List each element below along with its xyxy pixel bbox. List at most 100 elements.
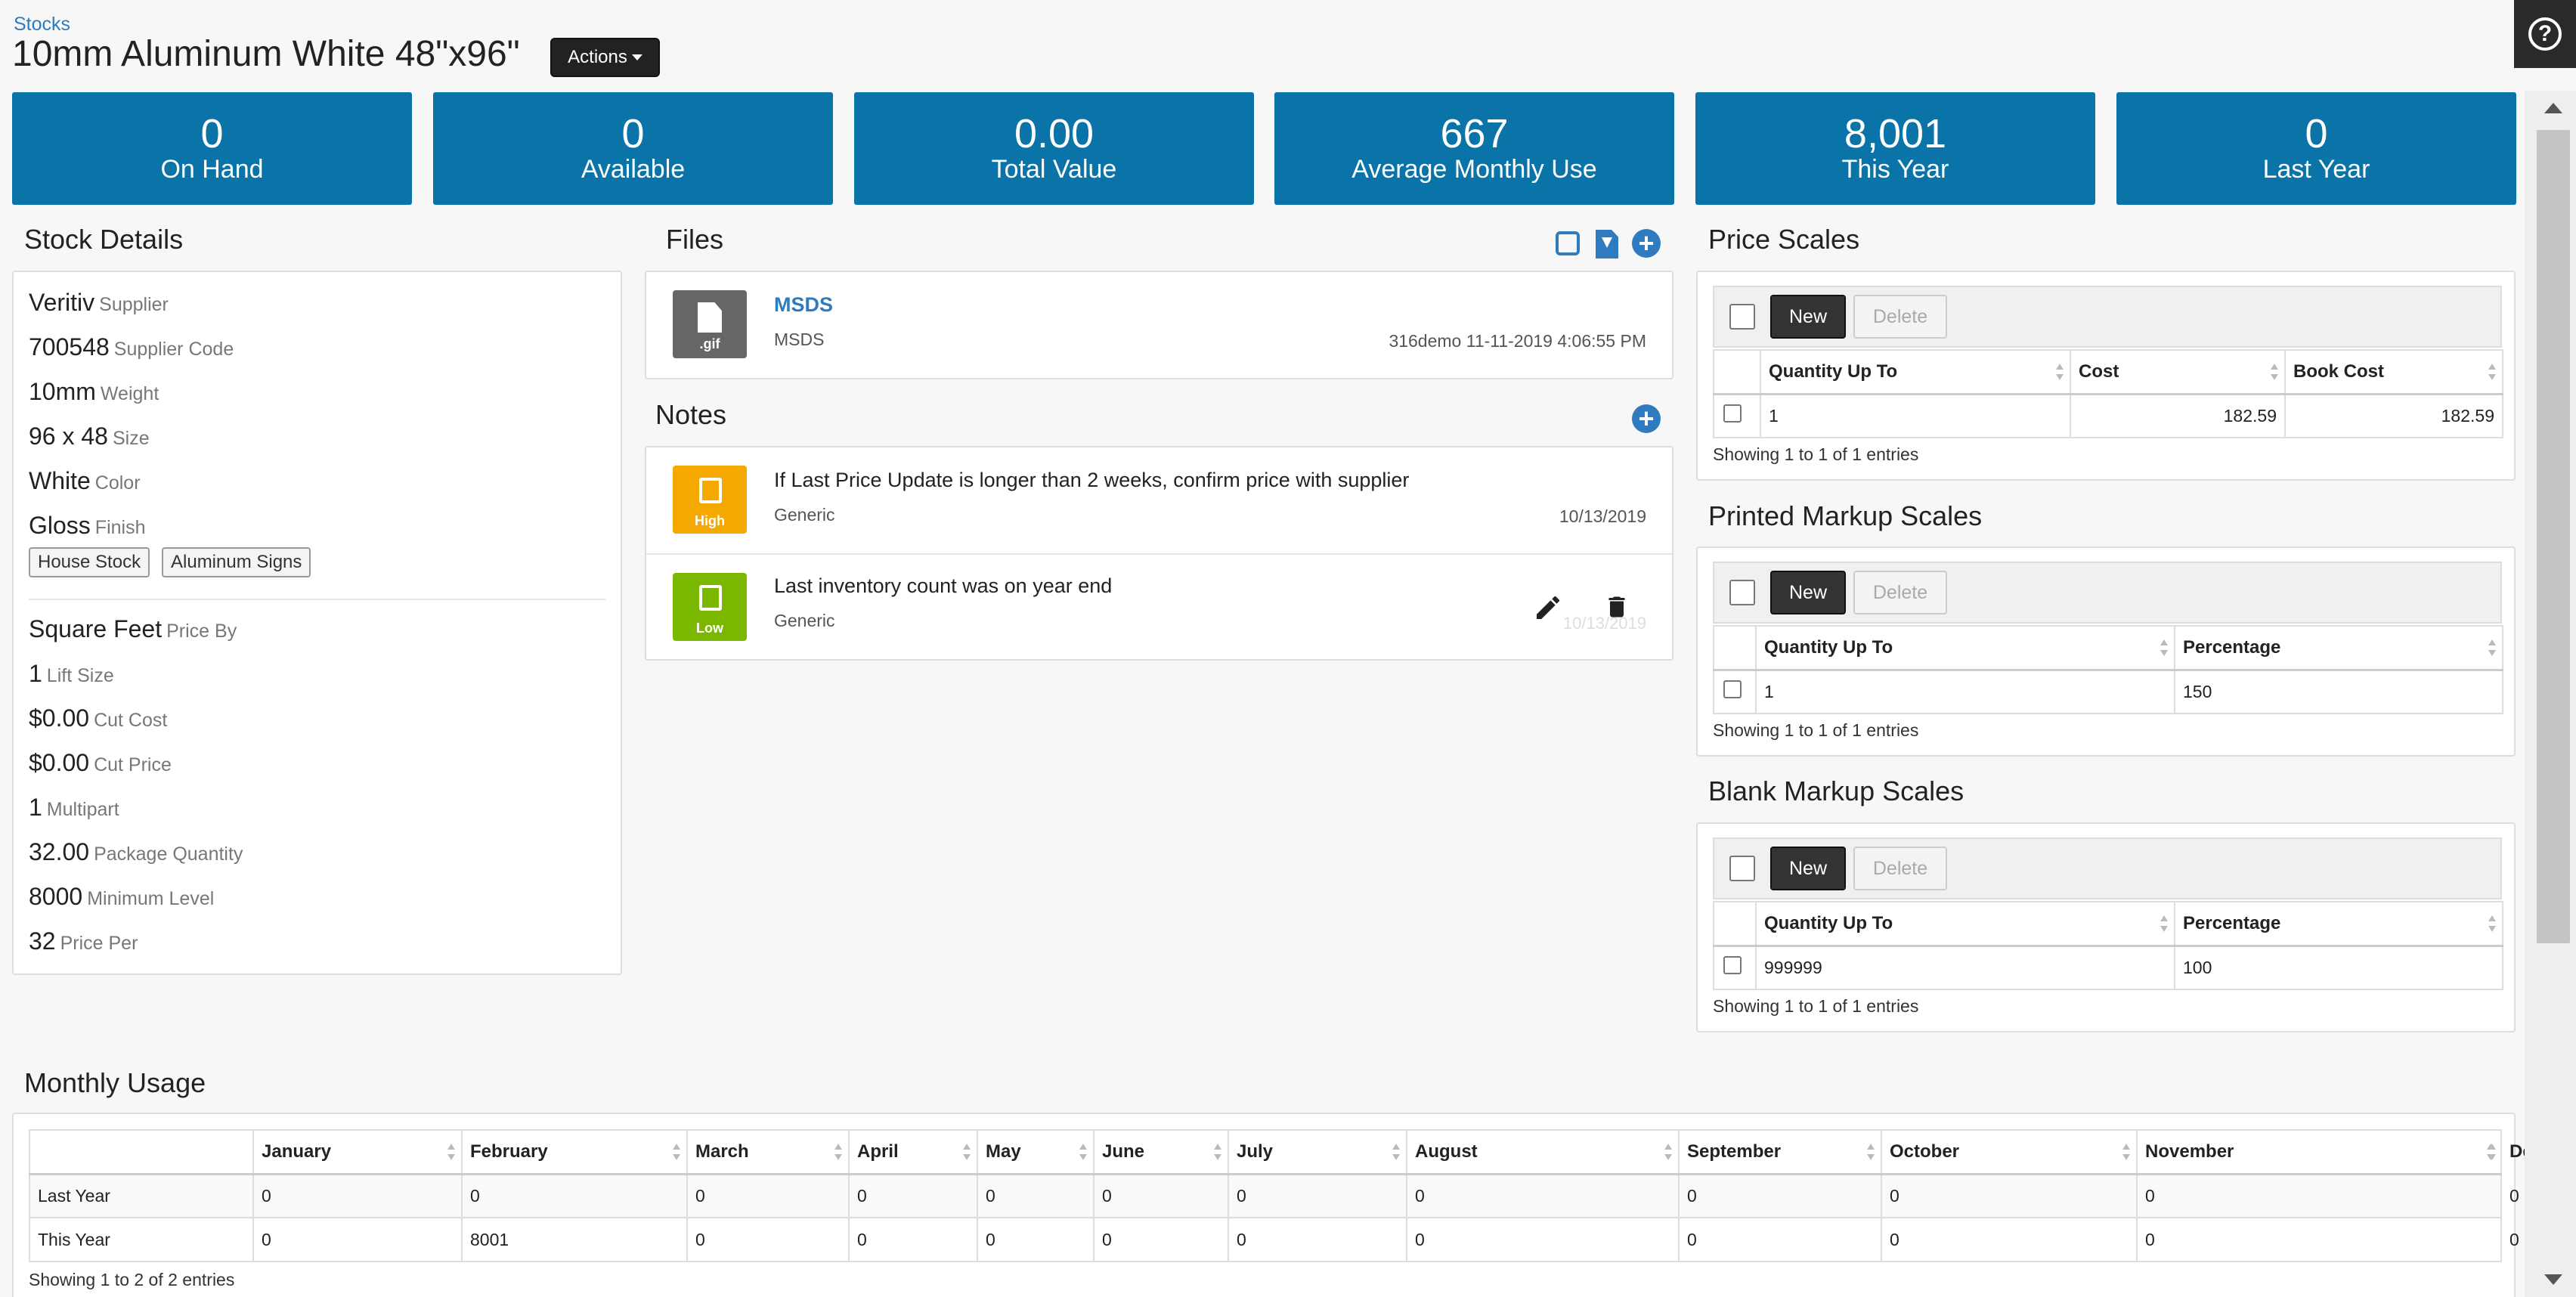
column-header-percentage[interactable]: Percentage (2174, 901, 2503, 947)
select-all-files-icon[interactable] (1556, 231, 1580, 255)
note-item[interactable]: High If Last Price Update is longer than… (646, 447, 1672, 555)
stat-value: 0.00 (1014, 111, 1094, 157)
column-header-cost[interactable]: Cost (2070, 349, 2286, 395)
row-checkbox[interactable] (1723, 404, 1742, 423)
column-label: Percentage (2183, 636, 2281, 658)
file-description: MSDS (774, 330, 825, 349)
stat-label: Available (581, 155, 686, 184)
breadcrumb-stocks[interactable]: Stocks (14, 14, 71, 35)
column-header-august[interactable]: August (1406, 1129, 1680, 1175)
delete-blank-markup-button[interactable]: Delete (1853, 847, 1947, 890)
column-header-quantity[interactable]: Quantity Up To (1760, 349, 2071, 395)
delete-printed-markup-button[interactable]: Delete (1853, 571, 1947, 614)
note-level: Low (696, 621, 723, 636)
delete-price-scale-button[interactable]: Delete (1853, 295, 1947, 339)
cell: 0 (977, 1173, 1094, 1218)
file-link-msds[interactable]: MSDS (774, 293, 834, 316)
edit-pencil-icon[interactable] (1533, 593, 1563, 623)
column-header-october[interactable]: October (1881, 1129, 2138, 1175)
column-header-quantity[interactable]: Quantity Up To (1755, 625, 2175, 671)
sort-icon (673, 1143, 680, 1160)
delete-trash-icon[interactable] (1603, 591, 1630, 623)
column-header-select (1713, 901, 1757, 947)
new-price-scale-button[interactable]: New (1770, 295, 1846, 339)
actions-button[interactable]: Actions (550, 38, 660, 77)
cell-book-cost: 182.59 (2284, 393, 2503, 438)
column-header-february[interactable]: February (461, 1129, 688, 1175)
detail-value: White (29, 467, 91, 494)
table-row[interactable]: 999999 100 (1713, 945, 2503, 990)
files-title: Files (666, 224, 724, 255)
printed-markup-title: Printed Markup Scales (1708, 500, 1983, 531)
price-scales-title: Price Scales (1708, 224, 1860, 255)
select-all-checkbox[interactable] (1729, 856, 1755, 881)
caret-down-icon (631, 54, 642, 60)
column-label: Percentage (2183, 912, 2281, 933)
detail-label: Package Quantity (94, 844, 243, 865)
stat-total-value: 0.00 Total Value (854, 92, 1254, 205)
column-label: November (2145, 1141, 2234, 1162)
sort-icon (2056, 363, 2064, 380)
row-select-cell (1713, 393, 1761, 438)
scrollbar-thumb[interactable] (2537, 130, 2570, 943)
sort-icon (2160, 639, 2168, 656)
column-header-percentage[interactable]: Percentage (2174, 625, 2503, 671)
table-row[interactable]: 1 182.59 182.59 (1713, 393, 2503, 438)
tag-house-stock[interactable]: House Stock (29, 547, 150, 577)
note-item[interactable]: Low Last inventory count was on year end… (646, 555, 1672, 661)
select-all-checkbox[interactable] (1729, 580, 1755, 605)
monthly-usage-panel: January February March April May June Ju… (12, 1113, 2576, 1297)
column-header-april[interactable]: April (848, 1129, 978, 1175)
cell: This Year (29, 1217, 254, 1262)
help-button[interactable]: ? (2514, 0, 2576, 68)
blank-markup-panel: New Delete Quantity Up To Percentage 999… (1696, 822, 2516, 1032)
add-note-icon[interactable]: + (1632, 404, 1661, 433)
cell: 0 (686, 1173, 850, 1218)
column-header-book-cost[interactable]: Book Cost (2284, 349, 2503, 395)
column-header-september[interactable]: September (1678, 1129, 1882, 1175)
note-level: High (695, 513, 725, 528)
cell: 0 (1228, 1217, 1407, 1262)
note-date: 10/13/2019 (1562, 614, 1646, 633)
new-blank-markup-button[interactable]: New (1770, 847, 1846, 890)
select-all-checkbox[interactable] (1729, 304, 1755, 330)
column-header-january[interactable]: January (252, 1129, 463, 1175)
sort-icon (2488, 915, 2496, 932)
scroll-up-icon[interactable] (2544, 103, 2562, 113)
detail-finish: Gloss Finish (29, 512, 145, 540)
detail-label: Cut Cost (94, 710, 168, 731)
detail-value: $0.00 (29, 749, 90, 776)
price-scales-table: Quantity Up To Cost Book Cost 1 182.59 1… (1713, 349, 2503, 438)
sort-icon (2488, 363, 2496, 380)
column-header-may[interactable]: May (977, 1129, 1094, 1175)
column-header-june[interactable]: June (1093, 1129, 1229, 1175)
column-header-november[interactable]: November (2136, 1129, 2502, 1175)
stat-label: Average Monthly Use (1351, 155, 1597, 184)
row-checkbox[interactable] (1723, 679, 1742, 698)
row-checkbox[interactable] (1723, 955, 1742, 974)
detail-package-quantity: 32.00 Package Quantity (29, 838, 243, 866)
cell: 0 (1881, 1173, 2138, 1218)
file-item[interactable]: .gif MSDS MSDS 316demo 11-11-2019 4:06:5… (645, 271, 1673, 379)
column-label: March (695, 1141, 749, 1162)
printed-markup-showing: Showing 1 to 1 of 1 entries (1713, 720, 1919, 740)
sort-icon (1664, 1143, 1672, 1160)
column-header-march[interactable]: March (686, 1129, 850, 1175)
price-scales-toolbar: New Delete (1713, 286, 2502, 348)
download-icon[interactable] (1596, 230, 1618, 258)
table-row[interactable]: 1 150 (1713, 669, 2503, 714)
add-file-icon[interactable]: + (1632, 229, 1661, 258)
new-printed-markup-button[interactable]: New (1770, 571, 1846, 614)
column-label: Quantity Up To (1769, 361, 1898, 382)
scroll-down-icon[interactable] (2544, 1274, 2562, 1285)
cell-quantity: 1 (1755, 669, 2175, 714)
tag-aluminum-signs[interactable]: Aluminum Signs (162, 547, 311, 577)
cell: 0 (686, 1217, 850, 1262)
cell: 0 (1881, 1217, 2138, 1262)
detail-value: 32 (29, 927, 56, 955)
sort-icon (2122, 1143, 2130, 1160)
column-header-july[interactable]: July (1228, 1129, 1407, 1175)
column-header-quantity[interactable]: Quantity Up To (1755, 901, 2175, 947)
detail-cut-cost: $0.00 Cut Cost (29, 704, 167, 732)
sort-icon (1214, 1143, 1221, 1160)
